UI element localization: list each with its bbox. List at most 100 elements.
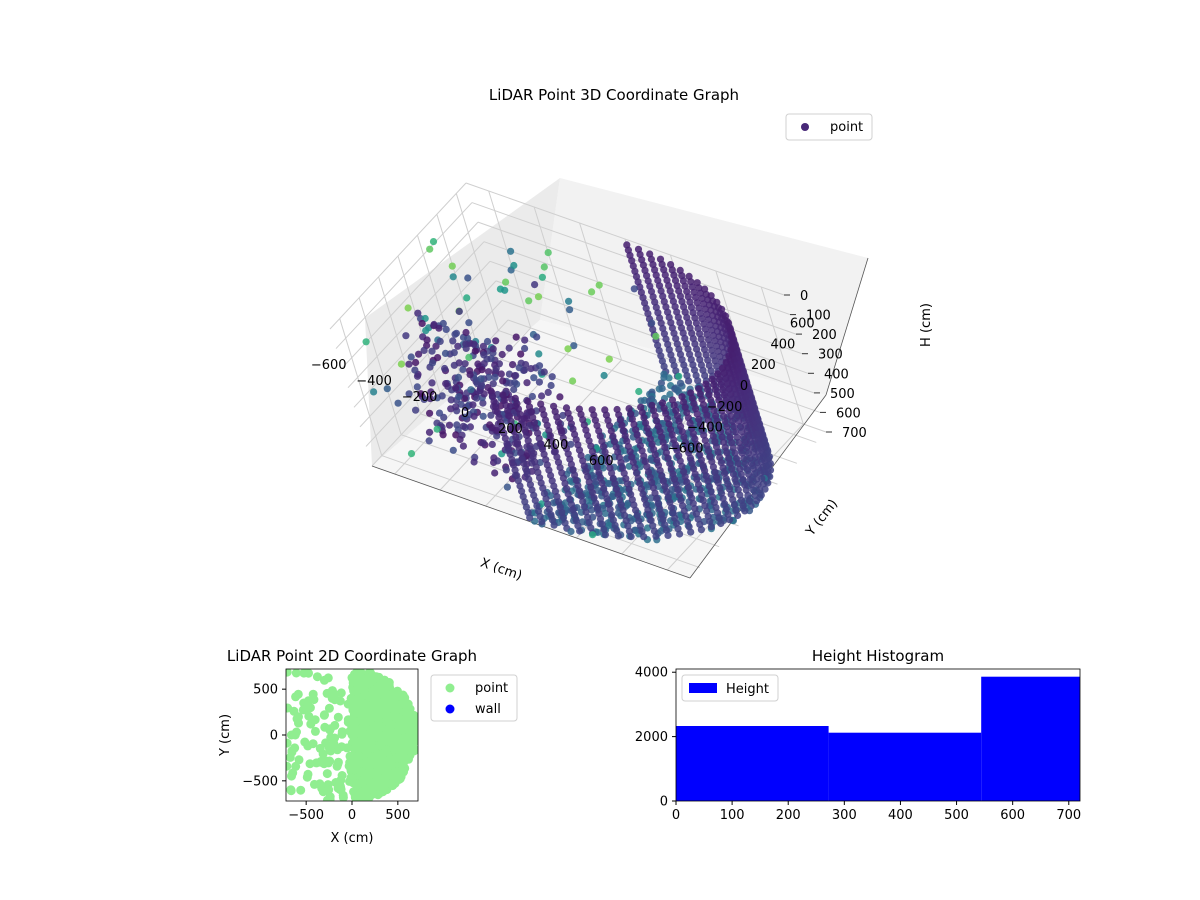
data-point-3d <box>473 394 481 402</box>
z-tick-label-3d: 600 <box>836 406 861 421</box>
data-point-2d <box>300 737 310 747</box>
data-point-2d <box>398 692 408 702</box>
legend-histogram-swatch <box>689 683 717 693</box>
data-point-2d <box>294 712 303 722</box>
legend-2d-label-point: point <box>475 681 508 696</box>
data-point-2d <box>357 767 367 777</box>
data-point-3d <box>465 319 473 327</box>
legend-2d-label-wall: wall <box>475 702 501 717</box>
data-point-2d <box>353 754 363 764</box>
data-point-2d <box>315 779 325 789</box>
data-point-3d <box>483 337 492 346</box>
data-point-3d <box>413 383 421 391</box>
histogram-bar <box>981 676 1080 801</box>
histogram-x-tick-label: 200 <box>776 808 801 823</box>
data-point-3d <box>652 532 660 540</box>
data-point-3d <box>498 350 506 359</box>
data-point-2d <box>286 738 292 748</box>
data-point-2d <box>361 702 371 712</box>
histogram-title: Height Histogram <box>812 647 944 665</box>
data-point-3d <box>452 384 460 392</box>
data-point-2d <box>290 743 300 753</box>
data-point-3d <box>630 285 638 293</box>
x-axis-3d-label: X (cm) <box>478 556 524 584</box>
data-point-2d <box>322 769 332 779</box>
data-point-3d <box>397 360 405 368</box>
y-tick-label-3d: 400 <box>770 337 795 352</box>
data-point-3d <box>464 274 472 282</box>
data-point-2d <box>345 726 355 736</box>
data-point-2d <box>286 730 296 740</box>
data-point-3d <box>601 509 609 517</box>
data-point-3d <box>450 349 458 357</box>
data-point-3d <box>637 397 645 405</box>
data-point-3d <box>570 342 578 350</box>
data-point-3d <box>673 386 682 394</box>
data-point-3d <box>430 320 438 329</box>
data-point-3d <box>508 361 517 369</box>
histogram-y-tick-label: 2000 <box>635 730 668 745</box>
data-point-2d <box>355 779 365 789</box>
data-point-3d <box>402 332 410 340</box>
data-point-3d <box>757 491 765 499</box>
data-point-3d <box>605 355 613 363</box>
data-point-3d <box>413 372 422 380</box>
data-point-3d <box>477 375 485 383</box>
data-point-2d <box>379 776 389 785</box>
data-point-3d <box>488 424 496 432</box>
data-point-2d <box>345 751 355 761</box>
data-point-3d <box>567 527 575 536</box>
data-point-3d <box>449 273 457 281</box>
data-point-3d <box>753 497 761 505</box>
data-point-3d <box>761 485 769 493</box>
y-tick-label-3d: −400 <box>687 421 723 436</box>
data-point-2d <box>309 695 319 705</box>
data-point-3d <box>450 361 458 369</box>
data-point-2d <box>325 724 335 734</box>
data-point-3d <box>526 514 534 522</box>
data-point-3d <box>452 329 460 337</box>
data-point-3d <box>466 371 474 379</box>
data-point-3d <box>412 406 420 414</box>
data-point-3d <box>442 380 450 388</box>
data-point-2d <box>392 712 402 722</box>
data-point-2d <box>400 700 410 710</box>
data-point-3d <box>434 354 442 362</box>
histogram-x-tick-label: 300 <box>832 808 857 823</box>
data-point-3d <box>666 390 674 399</box>
data-point-2d <box>384 697 394 706</box>
z-tick-label-3d: 100 <box>806 309 831 324</box>
data-point-3d <box>676 379 685 387</box>
data-point-3d <box>425 437 433 445</box>
data-point-3d <box>588 288 596 296</box>
data-point-2d <box>335 696 345 706</box>
y-axis-2d-label: Y (cm) <box>218 714 233 757</box>
data-point-3d <box>428 379 436 387</box>
histogram-x-tick-label: 600 <box>1000 808 1025 823</box>
data-point-2d <box>375 740 385 750</box>
data-point-3d <box>465 353 473 361</box>
data-point-3d <box>456 435 464 444</box>
y-tick-label-3d: 0 <box>740 379 748 394</box>
data-point-3d <box>447 396 455 404</box>
data-point-3d <box>660 373 668 382</box>
data-point-2d <box>333 759 343 769</box>
data-point-3d <box>422 327 430 335</box>
data-point-3d <box>411 366 419 374</box>
data-point-3d <box>433 425 441 433</box>
data-point-3d <box>517 350 525 358</box>
data-point-3d <box>494 457 502 465</box>
data-point-3d <box>479 342 487 350</box>
data-point-3d <box>605 480 613 488</box>
data-point-2d <box>316 757 326 766</box>
y-tick-label-3d: −600 <box>668 442 704 457</box>
histogram-y-tick-label: 4000 <box>635 666 668 681</box>
data-point-3d <box>429 238 438 246</box>
y-tick-label-2d: 500 <box>253 683 278 698</box>
data-point-3d <box>538 518 546 526</box>
data-point-3d <box>741 507 749 515</box>
data-point-3d <box>502 278 510 286</box>
data-point-3d <box>533 333 541 341</box>
data-point-2d <box>378 754 388 764</box>
data-point-2d <box>382 727 392 737</box>
